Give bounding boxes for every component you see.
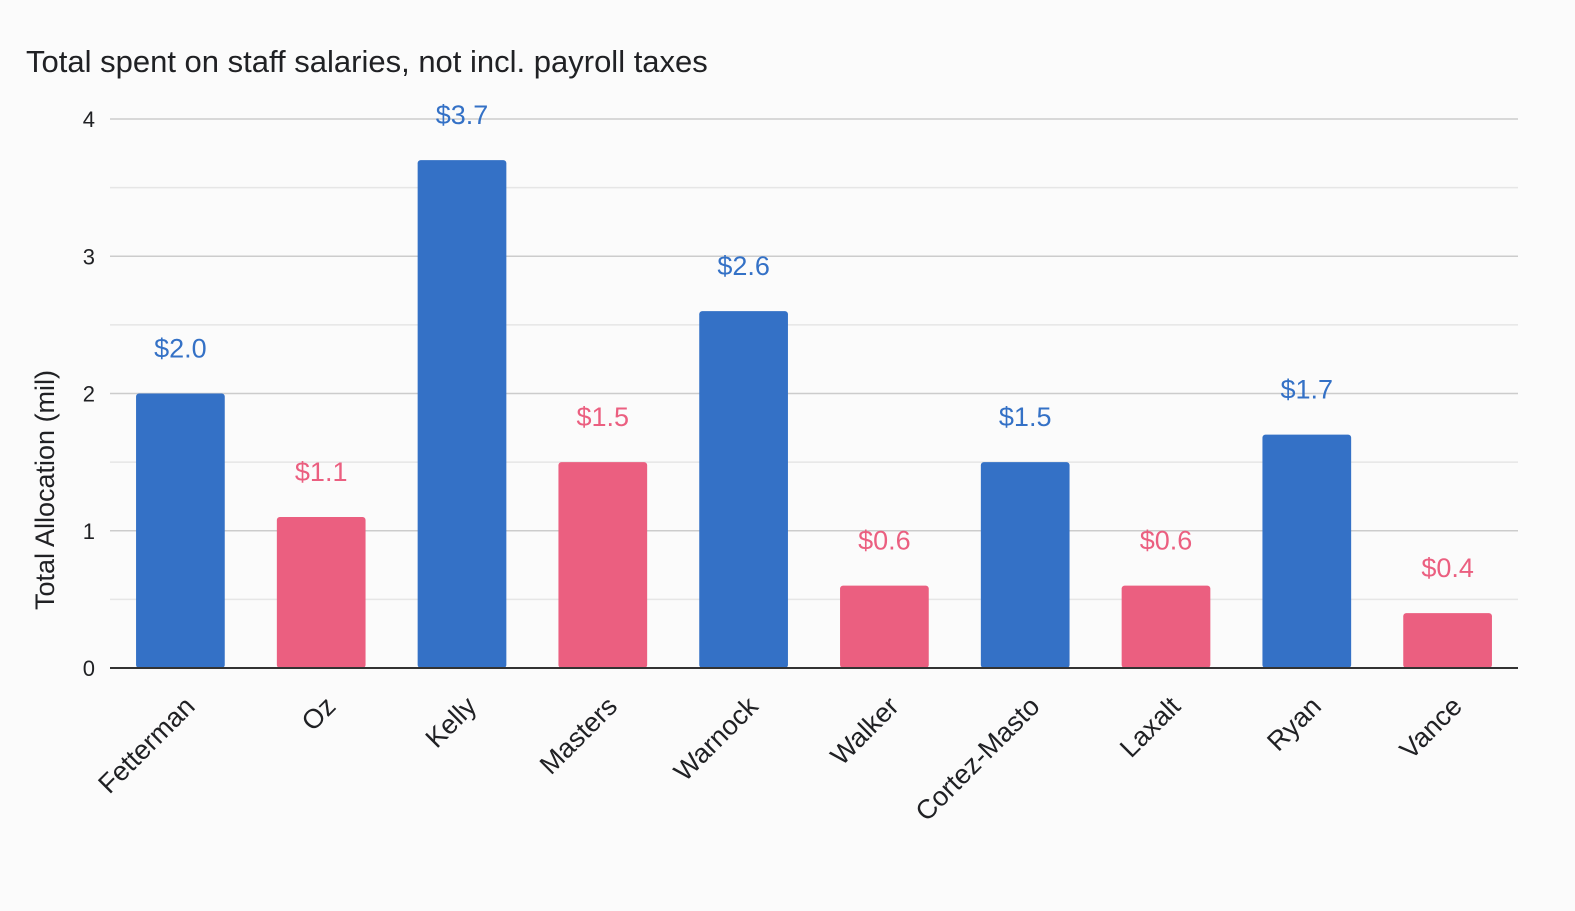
data-label: $2.0 — [154, 334, 207, 364]
bar-fetterman — [136, 393, 225, 668]
data-label: $1.5 — [577, 402, 630, 432]
bar-warnock — [699, 311, 788, 668]
data-label: $2.6 — [717, 251, 770, 281]
x-tick-label: Walker — [825, 691, 905, 771]
x-tick-label: Vance — [1394, 691, 1468, 765]
bar-laxalt — [1121, 585, 1211, 668]
data-label: $0.6 — [858, 526, 911, 556]
data-label: $1.5 — [999, 402, 1052, 432]
data-label: $1.1 — [295, 457, 348, 487]
bar-walker — [840, 585, 929, 668]
bar-cortez-masto — [980, 462, 1070, 668]
y-tick-label: 0 — [83, 656, 95, 681]
x-tick-label: Oz — [296, 691, 342, 737]
chart-title: Total spent on staff salaries, not incl.… — [26, 44, 708, 79]
x-tick-label: Masters — [534, 691, 623, 780]
y-tick-label: 4 — [83, 107, 95, 132]
y-axis-ticks: 0 1 2 3 4 — [83, 107, 95, 681]
x-tick-label: Laxalt — [1114, 691, 1187, 764]
y-tick-label: 1 — [83, 519, 95, 544]
bar-oz — [276, 517, 366, 668]
x-tick-label: Kelly — [420, 691, 483, 754]
y-tick-label: 2 — [83, 382, 95, 407]
x-tick-label: Fetterman — [92, 691, 200, 799]
y-tick-label: 3 — [83, 244, 95, 269]
bar-masters — [558, 462, 648, 668]
bars — [136, 160, 1492, 669]
bar-vance — [1403, 613, 1492, 668]
bar-ryan — [1262, 434, 1352, 668]
data-label: $0.6 — [1140, 526, 1193, 556]
data-label: $0.4 — [1421, 553, 1474, 583]
x-tick-label: Ryan — [1261, 691, 1327, 757]
x-axis-ticks: Fetterman Oz Kelly Masters Warnock Walker Cort… — [92, 691, 1467, 827]
x-tick-label: Cortez-Masto — [910, 691, 1046, 827]
bar-kelly — [417, 160, 507, 669]
data-labels: $2.0 $1.1 $3.7 $1.5 $2.6 $0.6 $1.5 $0.6 $1.7 $0.4 — [154, 100, 1474, 583]
y-axis-label: Total Allocation (mil) — [30, 370, 60, 610]
data-label: $1.7 — [1281, 375, 1334, 405]
data-label: $3.7 — [436, 100, 489, 130]
x-tick-label: Warnock — [668, 691, 764, 787]
